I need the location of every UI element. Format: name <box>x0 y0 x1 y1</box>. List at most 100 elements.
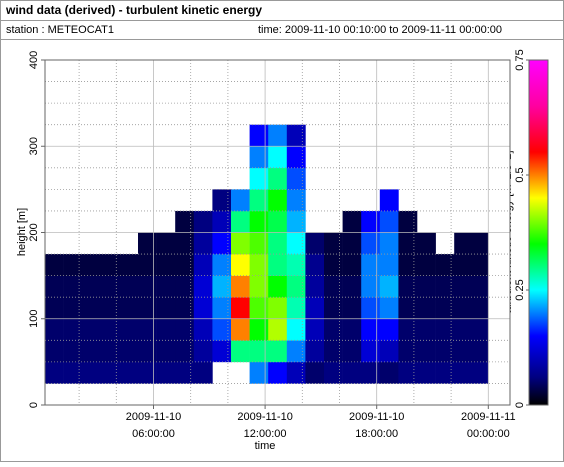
colorbar-tick-label: 0.75 <box>514 49 526 70</box>
heatmap-cell <box>398 275 418 298</box>
heatmap-cell <box>286 254 306 276</box>
heatmap-cell <box>231 254 250 276</box>
heatmap-cell <box>249 167 269 190</box>
heatmap-cell <box>361 210 381 233</box>
heatmap-cell <box>100 340 120 363</box>
heatmap-cell <box>342 232 362 255</box>
heatmap-cell <box>379 232 399 255</box>
heatmap-cell <box>100 297 120 320</box>
heatmap-cell <box>212 340 232 363</box>
heatmap-cell <box>193 318 213 341</box>
heatmap-cell <box>138 275 157 298</box>
heatmap-cell <box>286 361 306 384</box>
heatmap-cell <box>417 232 436 255</box>
heatmap-cell <box>82 254 102 276</box>
heatmap-cell <box>63 340 83 363</box>
heatmap-cell <box>175 254 195 276</box>
heatmap-cell <box>342 318 362 341</box>
heatmap-cell <box>212 189 232 212</box>
heatmap-cell <box>454 361 474 384</box>
heatmap-cell <box>175 361 195 384</box>
heatmap-cell <box>63 297 83 320</box>
heatmap-cell <box>286 189 306 212</box>
heatmap-cell <box>45 297 64 320</box>
heatmap-cell <box>175 318 195 341</box>
heatmap-cell <box>268 318 288 341</box>
heatmap-cell <box>100 318 120 341</box>
heatmap-cell <box>193 232 213 255</box>
colorbar-tick-label: 0 <box>514 402 526 408</box>
heatmap-cell <box>249 318 269 341</box>
heatmap-cell <box>193 210 213 233</box>
heatmap-cell <box>342 297 362 320</box>
heatmap-cell <box>342 361 362 384</box>
heatmap-cell <box>435 297 455 320</box>
heatmap-cell <box>175 297 195 320</box>
heatmap-cell <box>231 297 250 320</box>
heatmap-cell <box>305 361 325 384</box>
heatmap-cell <box>156 232 176 255</box>
heatmap-cell <box>231 189 250 212</box>
heatmap-cell <box>231 340 250 363</box>
heatmap-cell <box>193 361 213 384</box>
heatmap-cell <box>175 232 195 255</box>
heatmap-cell <box>45 340 64 363</box>
heatmap-cell <box>268 340 288 363</box>
heatmap-cell <box>45 254 64 276</box>
colorbar <box>528 59 549 406</box>
heatmap-cell <box>286 167 306 190</box>
x-tick-label: 2009-11-10 18:00:00 <box>349 411 404 440</box>
heatmap-cell <box>324 297 343 320</box>
heatmap-cell <box>193 254 213 276</box>
heatmap-cell <box>268 297 288 320</box>
heatmap-cell <box>454 232 474 255</box>
y-tick-label: 100 <box>28 310 40 328</box>
heatmap-cell <box>156 297 176 320</box>
heatmap-cell <box>193 275 213 298</box>
heatmap-cell <box>249 254 269 276</box>
heatmap-cell <box>212 254 232 276</box>
heatmap-cell <box>417 340 436 363</box>
heatmap-cell <box>119 318 139 341</box>
heatmap-cell <box>286 210 306 233</box>
heatmap-cell <box>156 254 176 276</box>
heatmap-cell <box>324 275 343 298</box>
heatmap-cell <box>231 210 250 233</box>
heatmap-cell <box>268 232 288 255</box>
heatmap-cell <box>193 340 213 363</box>
heatmap-cell <box>417 275 436 298</box>
heatmap-cell <box>268 189 288 212</box>
heatmap-cell <box>231 275 250 298</box>
heatmap-cell <box>305 340 325 363</box>
heatmap-cell <box>63 275 83 298</box>
heatmap-cell <box>212 318 232 341</box>
heatmap-cell <box>324 232 343 255</box>
heatmap-cell <box>398 361 418 384</box>
heatmap-cell <box>379 210 399 233</box>
y-tick-label: 400 <box>28 51 40 69</box>
heatmap-cell <box>286 297 306 320</box>
heatmap-cell <box>454 254 474 276</box>
time-range-label: time: 2009-11-10 00:10:00 to 2009-11-11 … <box>258 24 502 36</box>
heatmap-cell <box>249 210 269 233</box>
heatmap-cell <box>249 124 269 147</box>
heatmap-cell <box>249 297 269 320</box>
heatmap-cell <box>156 361 176 384</box>
heatmap-cell <box>268 210 288 233</box>
heatmap-cell <box>212 232 232 255</box>
heatmap-cell <box>435 254 455 276</box>
heatmap-cell <box>82 340 102 363</box>
heatmap-cell <box>286 232 306 255</box>
heatmap-cell <box>435 275 455 298</box>
heatmap-cell <box>249 361 269 384</box>
heatmap-cell <box>417 318 436 341</box>
heatmap-cell <box>212 275 232 298</box>
heatmap-cell <box>435 318 455 341</box>
heatmap-cell <box>249 232 269 255</box>
heatmap-cell <box>379 297 399 320</box>
heatmap-cell <box>249 340 269 363</box>
heatmap-cell <box>286 340 306 363</box>
heatmap-cell <box>119 361 139 384</box>
heatmap-cell <box>100 361 120 384</box>
heatmap-cell <box>45 361 64 384</box>
